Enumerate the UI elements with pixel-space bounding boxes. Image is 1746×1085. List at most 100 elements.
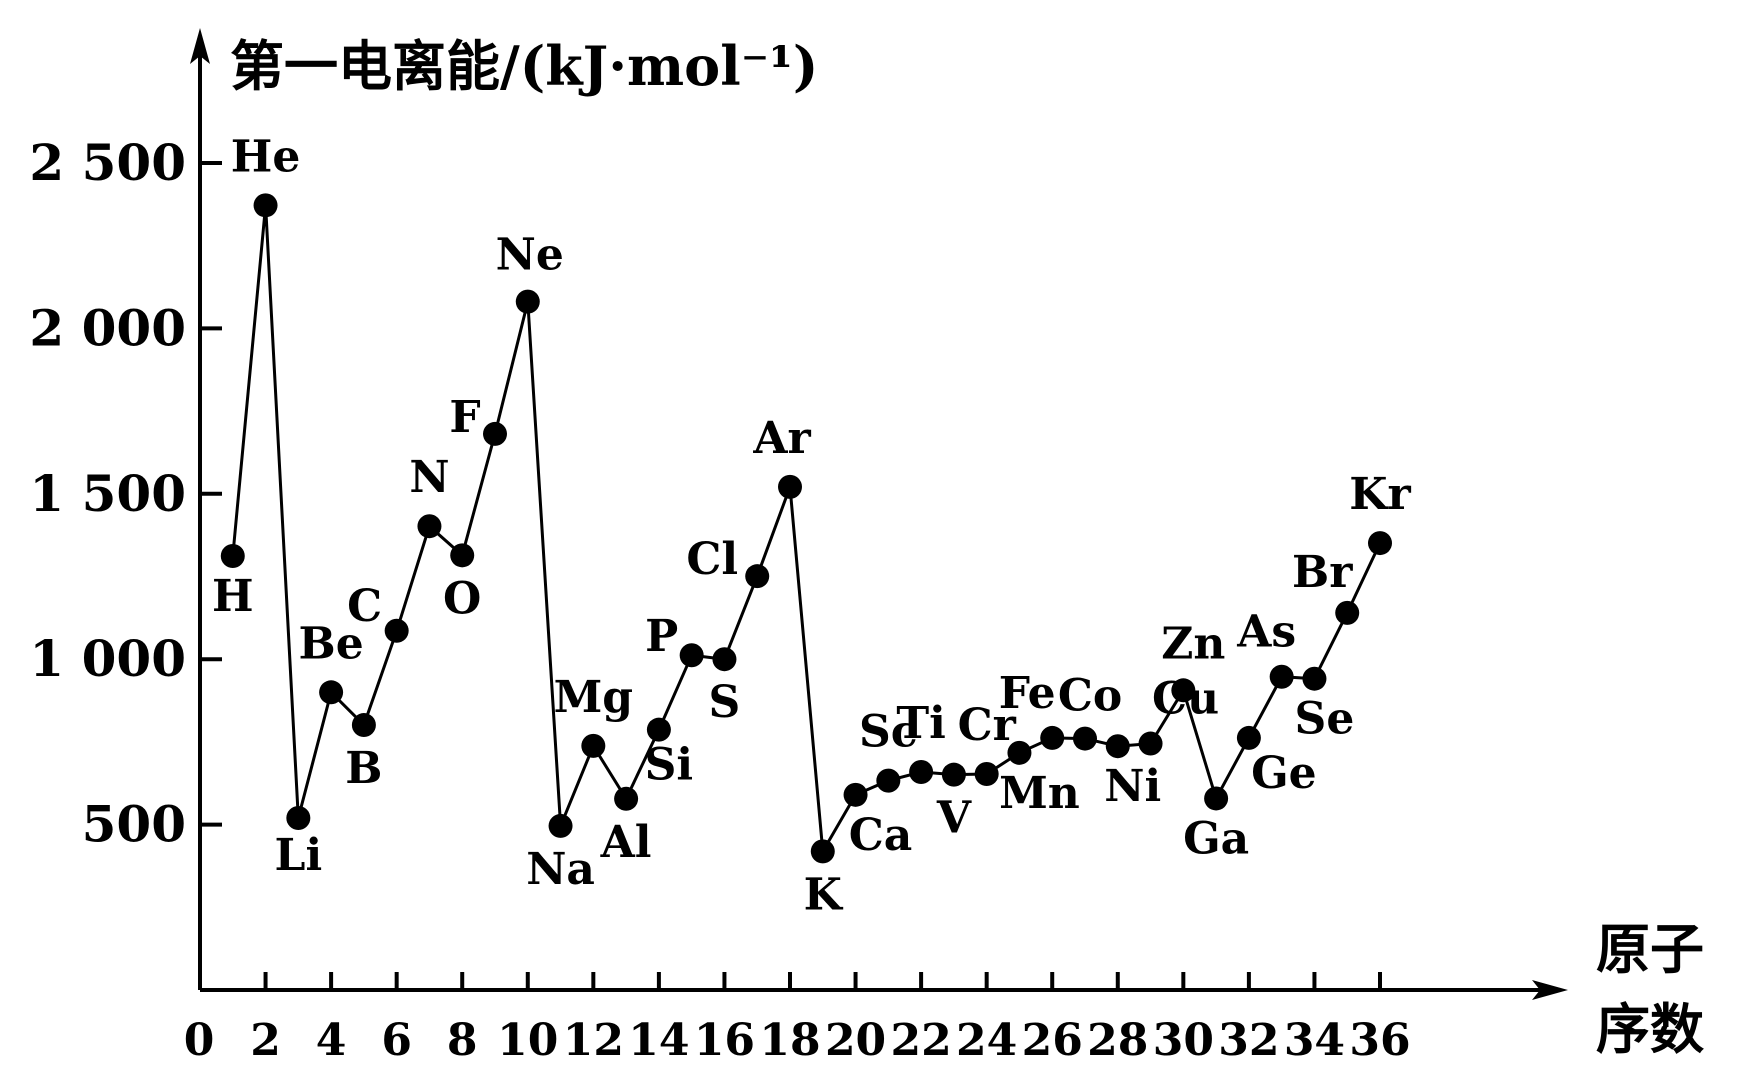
label-p: P [645,611,678,662]
x-tick-label: 10 [497,1015,558,1066]
label-mg: Mg [554,672,633,723]
axes [190,28,1568,1000]
point-as [1269,664,1294,689]
label-s: S [709,677,741,728]
point-b [351,713,376,738]
point-ti [909,760,934,785]
label-kr: Kr [1349,469,1411,520]
point-o [450,543,475,568]
point-ni [1105,734,1130,759]
y-tick-label: 1 000 [29,629,186,688]
point-cu [1138,731,1163,756]
label-b: B [345,743,382,794]
point-mn [1007,740,1032,765]
x-tick-label: 18 [759,1015,820,1066]
point-sc [876,768,901,793]
point-cl [745,564,770,589]
label-sc: Sc [859,707,918,758]
label-si: Si [645,740,694,791]
point-se [1302,666,1327,691]
y-axis-title: 第一电离能/(kJ·mol⁻¹) [230,34,818,98]
label-ne: Ne [496,230,564,281]
x-tick-label: 2 [250,1015,281,1066]
point-ge [1236,725,1261,750]
y-tick-label: 2 500 [29,133,186,192]
x-tick-label: 14 [628,1015,689,1066]
series-line [231,205,1382,857]
point-mg [581,733,606,758]
x-tick-label: 30 [1153,1015,1214,1066]
point-li [286,805,311,830]
point-ar [778,474,802,499]
label-ca: Ca [849,810,913,861]
point-s [712,647,737,672]
y-tick-label: 2 000 [29,298,186,357]
point-al [614,786,639,811]
point-ca [843,782,868,807]
label-f: F [449,392,480,443]
label-al: Al [600,817,652,868]
label-n: N [409,452,449,503]
x-origin-label: 0 [184,1015,215,1066]
x-tick-label: 8 [447,1015,478,1066]
point-ne [515,289,540,314]
label-zn: Zn [1161,618,1225,669]
x-tick-label: 24 [956,1015,1017,1066]
label-co: Co [1058,671,1122,722]
x-tick-label: 22 [890,1015,951,1066]
x-axis-title-line-1: 原子 [1596,917,1704,981]
x-tick-label: 12 [563,1015,624,1066]
x-ticks: 2 4 6 8 10 12 14 16 18 20 22 24 26 28 30 32 34 36 [250,972,1411,1066]
y-axis-arrow [190,28,210,64]
x-tick-label: 26 [1022,1015,1083,1066]
label-k: K [804,869,844,920]
y-tick-label: 500 [82,795,186,854]
point-h [220,543,245,568]
y-ticks: 500 1 000 1 500 2 000 2 500 [29,133,222,854]
point-fe [1040,725,1065,750]
label-o: O [443,573,481,624]
label-na: Na [526,844,595,895]
point-na [548,813,573,838]
x-tick-label: 28 [1087,1015,1148,1066]
label-se: Se [1295,694,1355,745]
label-ge: Ge [1251,748,1317,799]
point-si [646,717,671,742]
label-li: Li [275,830,323,881]
series-ionization-energy [220,193,1392,864]
point-co [1073,726,1097,751]
point-be [319,680,344,705]
point-k [810,839,835,864]
x-tick-label: 16 [694,1015,755,1066]
x-tick-label: 6 [381,1015,412,1066]
x-tick-label: 34 [1284,1015,1345,1066]
point-f [483,421,507,446]
label-as: As [1236,607,1296,658]
x-tick-label: 36 [1349,1015,1410,1066]
y-tick-label: 1 500 [29,464,186,523]
point-p [679,643,704,668]
point-v [941,762,966,787]
point-c [384,618,409,643]
label-he: He [231,131,301,182]
point-cr [974,761,999,786]
label-v: V [936,793,972,844]
point-ga [1204,786,1229,811]
point-br [1335,600,1360,625]
label-br: Br [1292,547,1353,598]
x-tick-label: 20 [825,1015,886,1066]
label-cr: Cr [958,700,1017,751]
point-he [253,193,278,218]
label-h: H [212,571,254,622]
label-ni: Ni [1104,761,1161,812]
x-axis-title-line-2: 序数 [1596,997,1704,1061]
point-kr [1368,531,1392,556]
label-cu: Cu [1152,674,1219,725]
x-tick-label: 32 [1218,1015,1279,1066]
point-zn [1171,678,1196,703]
label-be: Be [299,618,364,669]
label-ti: Ti [896,698,945,749]
label-fe: Fe [999,668,1056,719]
